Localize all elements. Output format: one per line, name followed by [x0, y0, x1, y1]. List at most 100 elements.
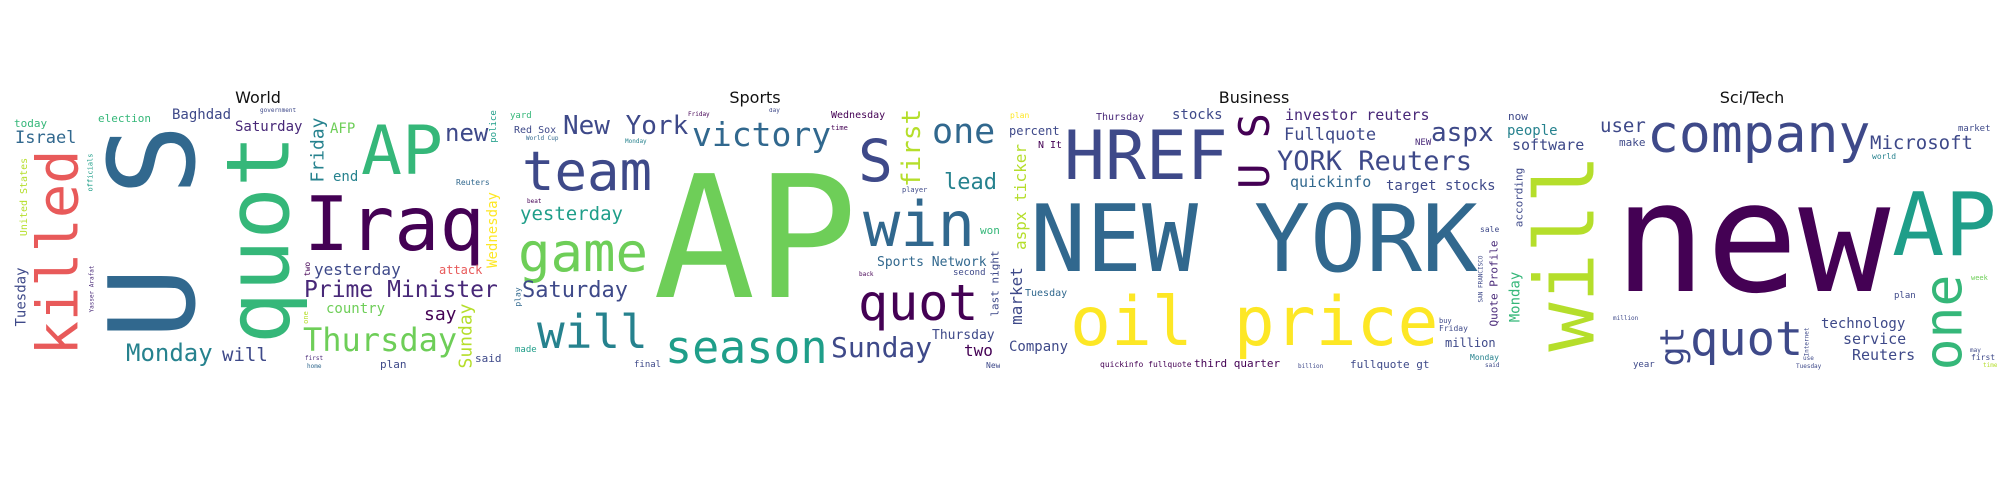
- wordcloud-word: make: [1619, 136, 1646, 149]
- wordcloud-word: Sunday: [831, 331, 933, 364]
- wordcloud-word: plan: [1010, 111, 1030, 120]
- wordcloud-word: first: [897, 108, 928, 188]
- wordcloud-word: Thursday: [932, 328, 995, 343]
- wordcloud-word: HREF: [1064, 117, 1228, 196]
- wordcloud-word: United States: [19, 157, 31, 237]
- wordcloud-word: second: [953, 268, 986, 278]
- wordcloud-word: Company: [1009, 339, 1069, 355]
- wordcloud-word: N It: [1038, 140, 1063, 151]
- wordcloud-word: U S: [1229, 113, 1279, 189]
- wordcloud-word: plan: [1894, 291, 1916, 301]
- wordcloud-canvas: new quot AP company will one Microsoft gt techno…: [1507, 108, 1997, 370]
- wordcloud-word: home: [307, 363, 322, 370]
- wordcloud-word: plan: [380, 358, 407, 370]
- wordcloud-word: world: [1872, 152, 1897, 161]
- wordcloud-word: country: [326, 301, 386, 317]
- wordcloud-word: use: [1803, 355, 1814, 362]
- wordcloud-word: season: [665, 321, 828, 370]
- wordcloud-word: billion: [1298, 363, 1324, 370]
- wordcloud-word: game: [518, 221, 649, 284]
- wordcloud-word: player: [902, 186, 928, 194]
- wordcloud-word: New York: [563, 111, 689, 141]
- wordcloud-word: end: [333, 169, 359, 185]
- wordcloud-word: Wednesday: [484, 192, 501, 268]
- wordcloud-word: said: [475, 352, 502, 365]
- wordcloud-word: buy: [1439, 317, 1452, 325]
- wordcloud-word: Reuters: [456, 178, 490, 187]
- wordcloud-panel-world: World quot U S Iraq Prime Minister AP Thursda…: [13, 88, 503, 370]
- wordcloud-word: World Cup: [526, 135, 559, 142]
- wordcloud-word: market: [1958, 124, 1991, 134]
- wordcloud-word: stocks: [1172, 108, 1223, 123]
- wordcloud-word: lead: [944, 170, 997, 195]
- wordcloud-word: SAN FRANCISCO: [1476, 255, 1484, 302]
- wordcloud-word: will: [1518, 153, 1614, 352]
- wordcloud-word: Internet: [1802, 327, 1810, 356]
- wordcloud-word: U S: [84, 124, 223, 339]
- wordcloud-word: will: [222, 344, 268, 366]
- wordcloud-word: two: [964, 341, 993, 360]
- wordcloud-canvas: NEW YORK U S oil price HREF YORK Reuters inve…: [1009, 108, 1499, 370]
- wordcloud-word: AP: [361, 112, 443, 191]
- wordcloud-word: two: [303, 261, 313, 277]
- wordcloud-word: Fullquote: [1284, 125, 1377, 145]
- wordcloud-word: Wednesday: [831, 110, 886, 121]
- wordcloud-word: one: [932, 112, 996, 152]
- wordcloud-word: user: [1600, 115, 1646, 137]
- wordcloud-panel-business: Business NEW YORK U S oil price HREF YORK Re…: [1009, 88, 1499, 370]
- wordcloud-word: first: [1971, 353, 1996, 362]
- wordcloud-word: Yasser Arafat: [87, 265, 95, 312]
- wordcloud-word: day: [769, 108, 780, 114]
- wordcloud-word: week: [1971, 274, 1988, 282]
- panel-title: Sci/Tech: [1719, 88, 1785, 107]
- wordcloud-word: election: [98, 112, 151, 125]
- wordcloud-word: final: [634, 360, 662, 370]
- wordcloud-word: oil price: [1070, 283, 1439, 362]
- wordcloud-word: NEW YORK: [1030, 185, 1478, 293]
- wordcloud-word: government: [260, 108, 297, 114]
- wordcloud-word: today: [14, 117, 48, 130]
- wordcloud-word: back: [859, 271, 874, 278]
- wordcloud-word: service: [1843, 330, 1907, 348]
- wordcloud-word: third quarter: [1194, 357, 1281, 370]
- wordcloud-word: AP: [653, 140, 858, 338]
- wordcloud-word: New: [986, 361, 1000, 370]
- wordcloud-word: last night: [988, 249, 1000, 317]
- wordcloud-word: Saturday: [522, 278, 628, 303]
- wordcloud-word: new: [1614, 150, 1891, 328]
- wordcloud-word: one: [1912, 274, 1974, 370]
- wordcloud-word: gt: [1651, 326, 1691, 366]
- wordcloud-word: time: [1983, 362, 1997, 369]
- wordcloud-word: aspx ticker: [1010, 144, 1030, 250]
- wordcloud-word: software: [1512, 136, 1585, 154]
- wordcloud-word: quickinfo: [1290, 173, 1372, 191]
- wordcloud-word: yesterday: [520, 203, 623, 225]
- wordcloud-word: Prime Minister: [304, 277, 498, 303]
- wordcloud-word: Friday: [688, 111, 710, 118]
- wordcloud-word: Monday: [1470, 353, 1499, 362]
- wordcloud-word: Tuesday: [13, 266, 30, 327]
- wordcloud-word: Red Sox: [514, 125, 557, 136]
- wordcloud-canvas: quot U S Iraq Prime Minister AP Thursday Monda…: [13, 108, 503, 370]
- wordcloud-word: investor reuters: [1285, 108, 1430, 124]
- wordcloud-word: Friday: [307, 116, 329, 183]
- wordcloud-word: victory: [692, 115, 832, 154]
- wordcloud-word: one: [301, 311, 310, 324]
- panel-title: World: [235, 88, 281, 107]
- wordcloud-word: win: [863, 188, 975, 261]
- wordcloud-word: fullquote gt: [1350, 358, 1430, 370]
- wordcloud-word: quot: [1690, 312, 1804, 367]
- wordcloud-word: technology: [1821, 316, 1906, 332]
- wordcloud-word: first: [305, 355, 324, 362]
- wordcloud-word: target stocks: [1386, 178, 1496, 194]
- wordcloud-word: Quote Profile: [1487, 239, 1499, 327]
- wordcloud-word: Saturday: [235, 119, 303, 135]
- wordcloud-word: quickinfo fullquote: [1100, 360, 1192, 369]
- wordcloud-word: Israel: [15, 128, 77, 148]
- wordcloud-word: Sports Network: [877, 255, 987, 270]
- wordcloud-panel-scitech: Sci/Tech new quot AP company will one Microsof…: [1507, 88, 1997, 370]
- wordcloud-word: Baghdad: [172, 108, 232, 123]
- wordcloud-word: play: [513, 286, 523, 307]
- wordcloud-word: sale: [1480, 225, 1499, 234]
